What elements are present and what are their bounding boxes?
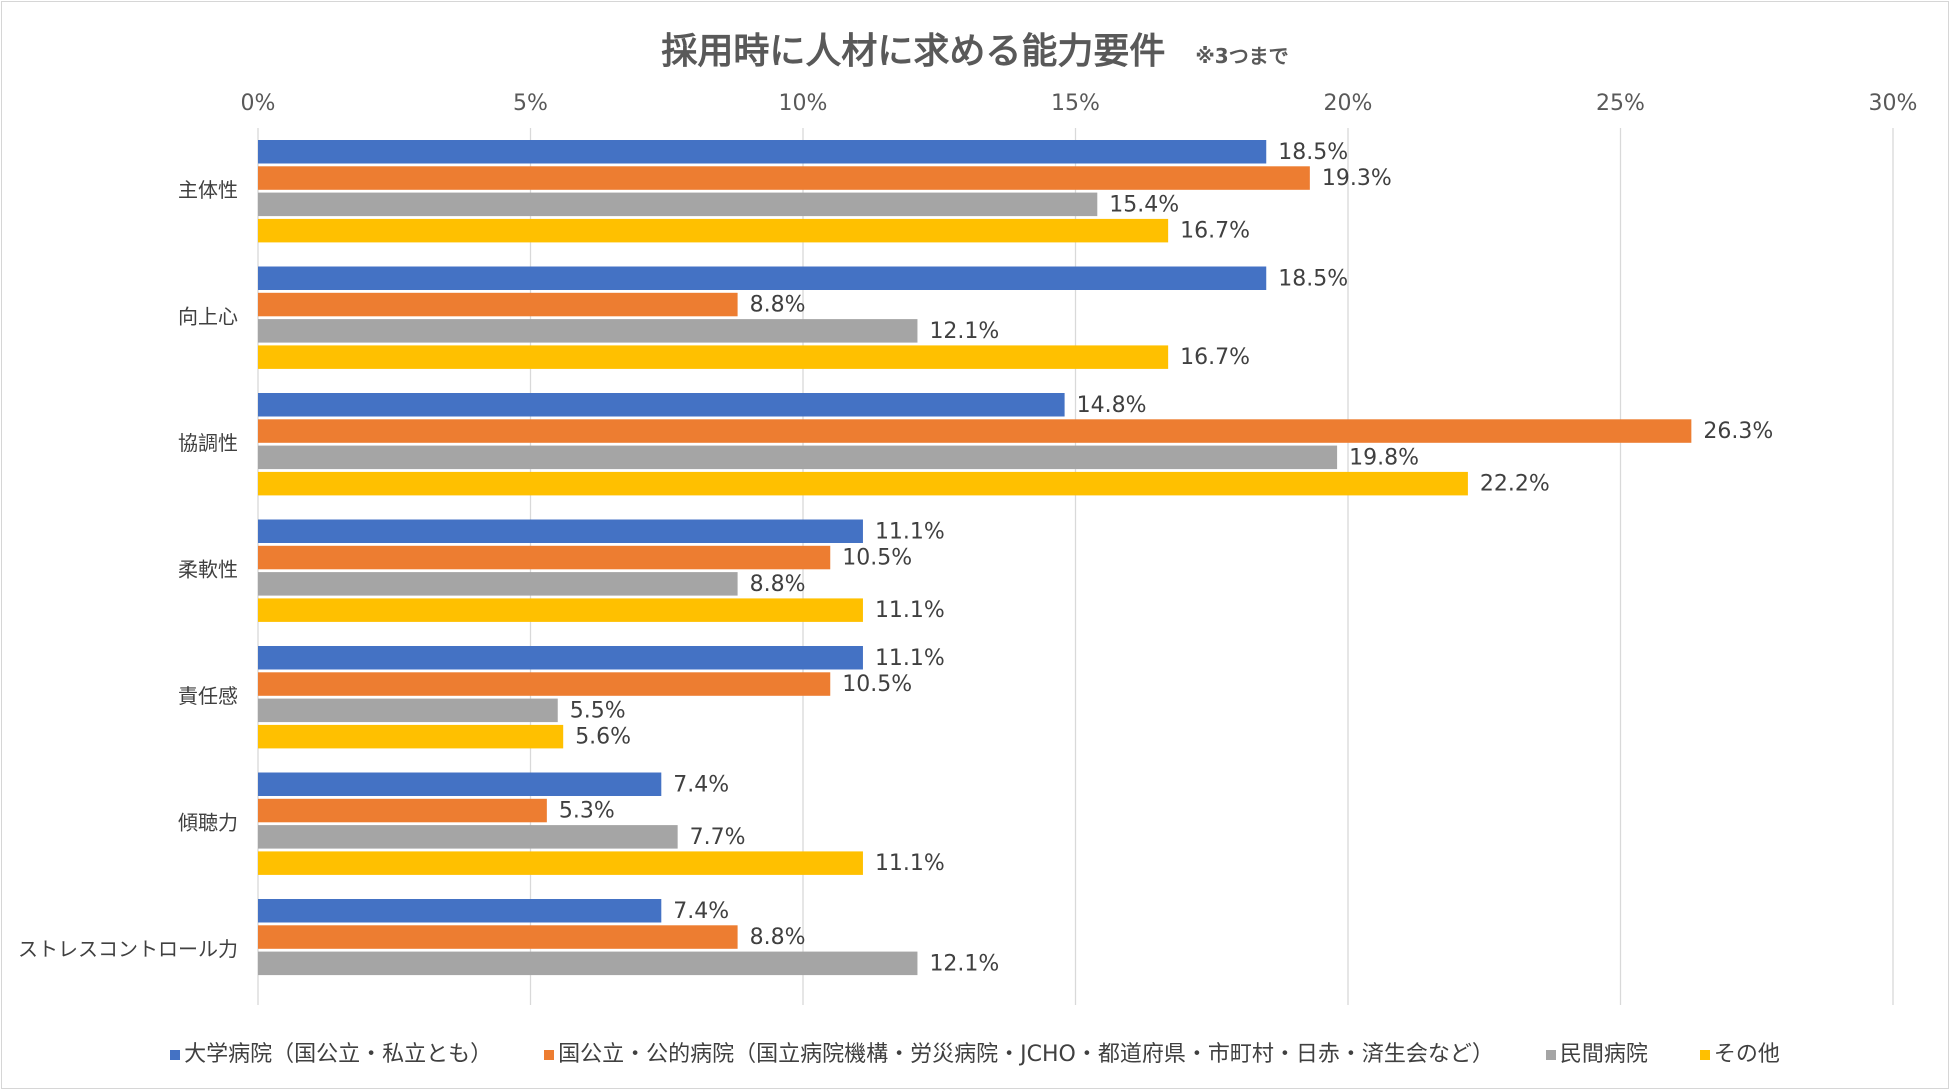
data-label: 5.3% [559, 799, 615, 824]
bar [258, 545, 831, 570]
legend-item: その他 [1699, 1036, 1780, 1068]
bar [258, 292, 738, 317]
data-label: 11.1% [875, 851, 945, 876]
bar [258, 218, 1169, 243]
data-label: 10.5% [842, 672, 912, 697]
bar [258, 319, 918, 343]
bar [258, 724, 564, 749]
chart-title-block: 採用時に人材に求める能力要件 ※3つまで [0, 22, 1950, 74]
bar [258, 925, 738, 949]
bar [258, 798, 547, 823]
data-label: 8.8% [750, 293, 806, 318]
data-label: 7.4% [673, 772, 729, 797]
legend-label: 民間病院 [1559, 1042, 1648, 1067]
legend-item: 民間病院 [1545, 1036, 1648, 1068]
bar [258, 471, 1468, 496]
data-label: 18.5% [1278, 140, 1348, 165]
x-tick-label: 15% [1051, 91, 1100, 116]
chart-title: 採用時に人材に求める能力要件 [661, 31, 1166, 72]
bar [258, 951, 918, 976]
data-label: 19.8% [1349, 445, 1419, 470]
bar [258, 598, 863, 622]
legend-label: その他 [1713, 1042, 1780, 1067]
data-label: 14.8% [1077, 393, 1147, 418]
bar [258, 899, 662, 923]
legend-swatch [170, 1050, 181, 1060]
x-tick-label: 10% [779, 91, 828, 116]
bar [258, 140, 1267, 164]
category-label: 主体性 [178, 178, 238, 202]
bar [258, 851, 863, 875]
bar [258, 266, 1267, 290]
data-label: 7.7% [690, 825, 746, 850]
bar [258, 419, 1692, 443]
data-labels: 18.5%19.3%15.4%16.7%18.5%8.8%12.1%16.7%1… [559, 140, 1773, 977]
legend-item: 大学病院（国公立・私立とも） [170, 1036, 492, 1068]
legend-swatch [1545, 1050, 1556, 1060]
chart-subtitle: ※3つまで [1195, 44, 1289, 68]
bar [258, 166, 1310, 190]
data-label: 19.3% [1322, 166, 1392, 191]
category-label: 協調性 [178, 431, 238, 455]
data-label: 26.3% [1703, 419, 1773, 444]
data-label: 22.2% [1480, 472, 1550, 497]
legend-item: 国公立・公的病院（国立病院機構・労災病院・JCHO・都道府県・市町村・日赤・済生… [544, 1036, 1494, 1068]
bar [258, 393, 1065, 417]
category-label: 傾聴力 [178, 811, 238, 835]
legend-label: 大学病院（国公立・私立とも） [184, 1042, 493, 1067]
category-label: ストレスコントロール力 [18, 937, 238, 961]
data-label: 12.1% [929, 319, 999, 344]
legend: 大学病院（国公立・私立とも） 国公立・公的病院（国立病院機構・労災病院・JCHO・… [0, 1036, 1950, 1068]
data-label: 11.1% [875, 519, 945, 544]
category-label: 柔軟性 [178, 558, 238, 582]
x-tick-label: 5% [513, 91, 548, 116]
data-label: 5.5% [570, 698, 626, 723]
bar [258, 698, 558, 723]
data-label: 11.1% [875, 646, 945, 671]
category-label: 責任感 [178, 684, 238, 708]
data-label: 12.1% [929, 951, 999, 976]
x-tick-label: 30% [1869, 91, 1918, 116]
legend-swatch [1699, 1050, 1710, 1060]
bar [258, 572, 738, 596]
bar [258, 192, 1098, 217]
bar [258, 772, 662, 796]
data-label: 16.7% [1180, 345, 1250, 370]
data-label: 8.8% [750, 572, 806, 597]
legend-label: 国公立・公的病院（国立病院機構・労災病院・JCHO・都道府県・市町村・日赤・済生… [558, 1042, 1494, 1067]
x-tick-label: 25% [1596, 91, 1645, 116]
bar [258, 825, 678, 849]
data-label: 10.5% [842, 546, 912, 571]
legend-swatch [544, 1050, 555, 1060]
data-label: 7.4% [673, 899, 729, 924]
category-label: 向上心 [178, 305, 238, 329]
data-label: 5.6% [575, 725, 631, 750]
bar [258, 345, 1169, 369]
bar [258, 672, 831, 696]
bar [258, 519, 863, 543]
x-tick-label: 0% [241, 91, 276, 116]
bar [258, 646, 863, 670]
data-label: 15.4% [1109, 192, 1179, 217]
x-tick-label: 20% [1324, 91, 1373, 116]
data-label: 11.1% [875, 598, 945, 623]
x-tick-labels: 0% 5% 10% 15% 20% 25% 30% [241, 91, 1918, 116]
data-label: 18.5% [1278, 266, 1348, 291]
data-label: 8.8% [750, 925, 806, 950]
bar [258, 445, 1338, 470]
data-label: 16.7% [1180, 219, 1250, 244]
bars [258, 140, 1692, 976]
